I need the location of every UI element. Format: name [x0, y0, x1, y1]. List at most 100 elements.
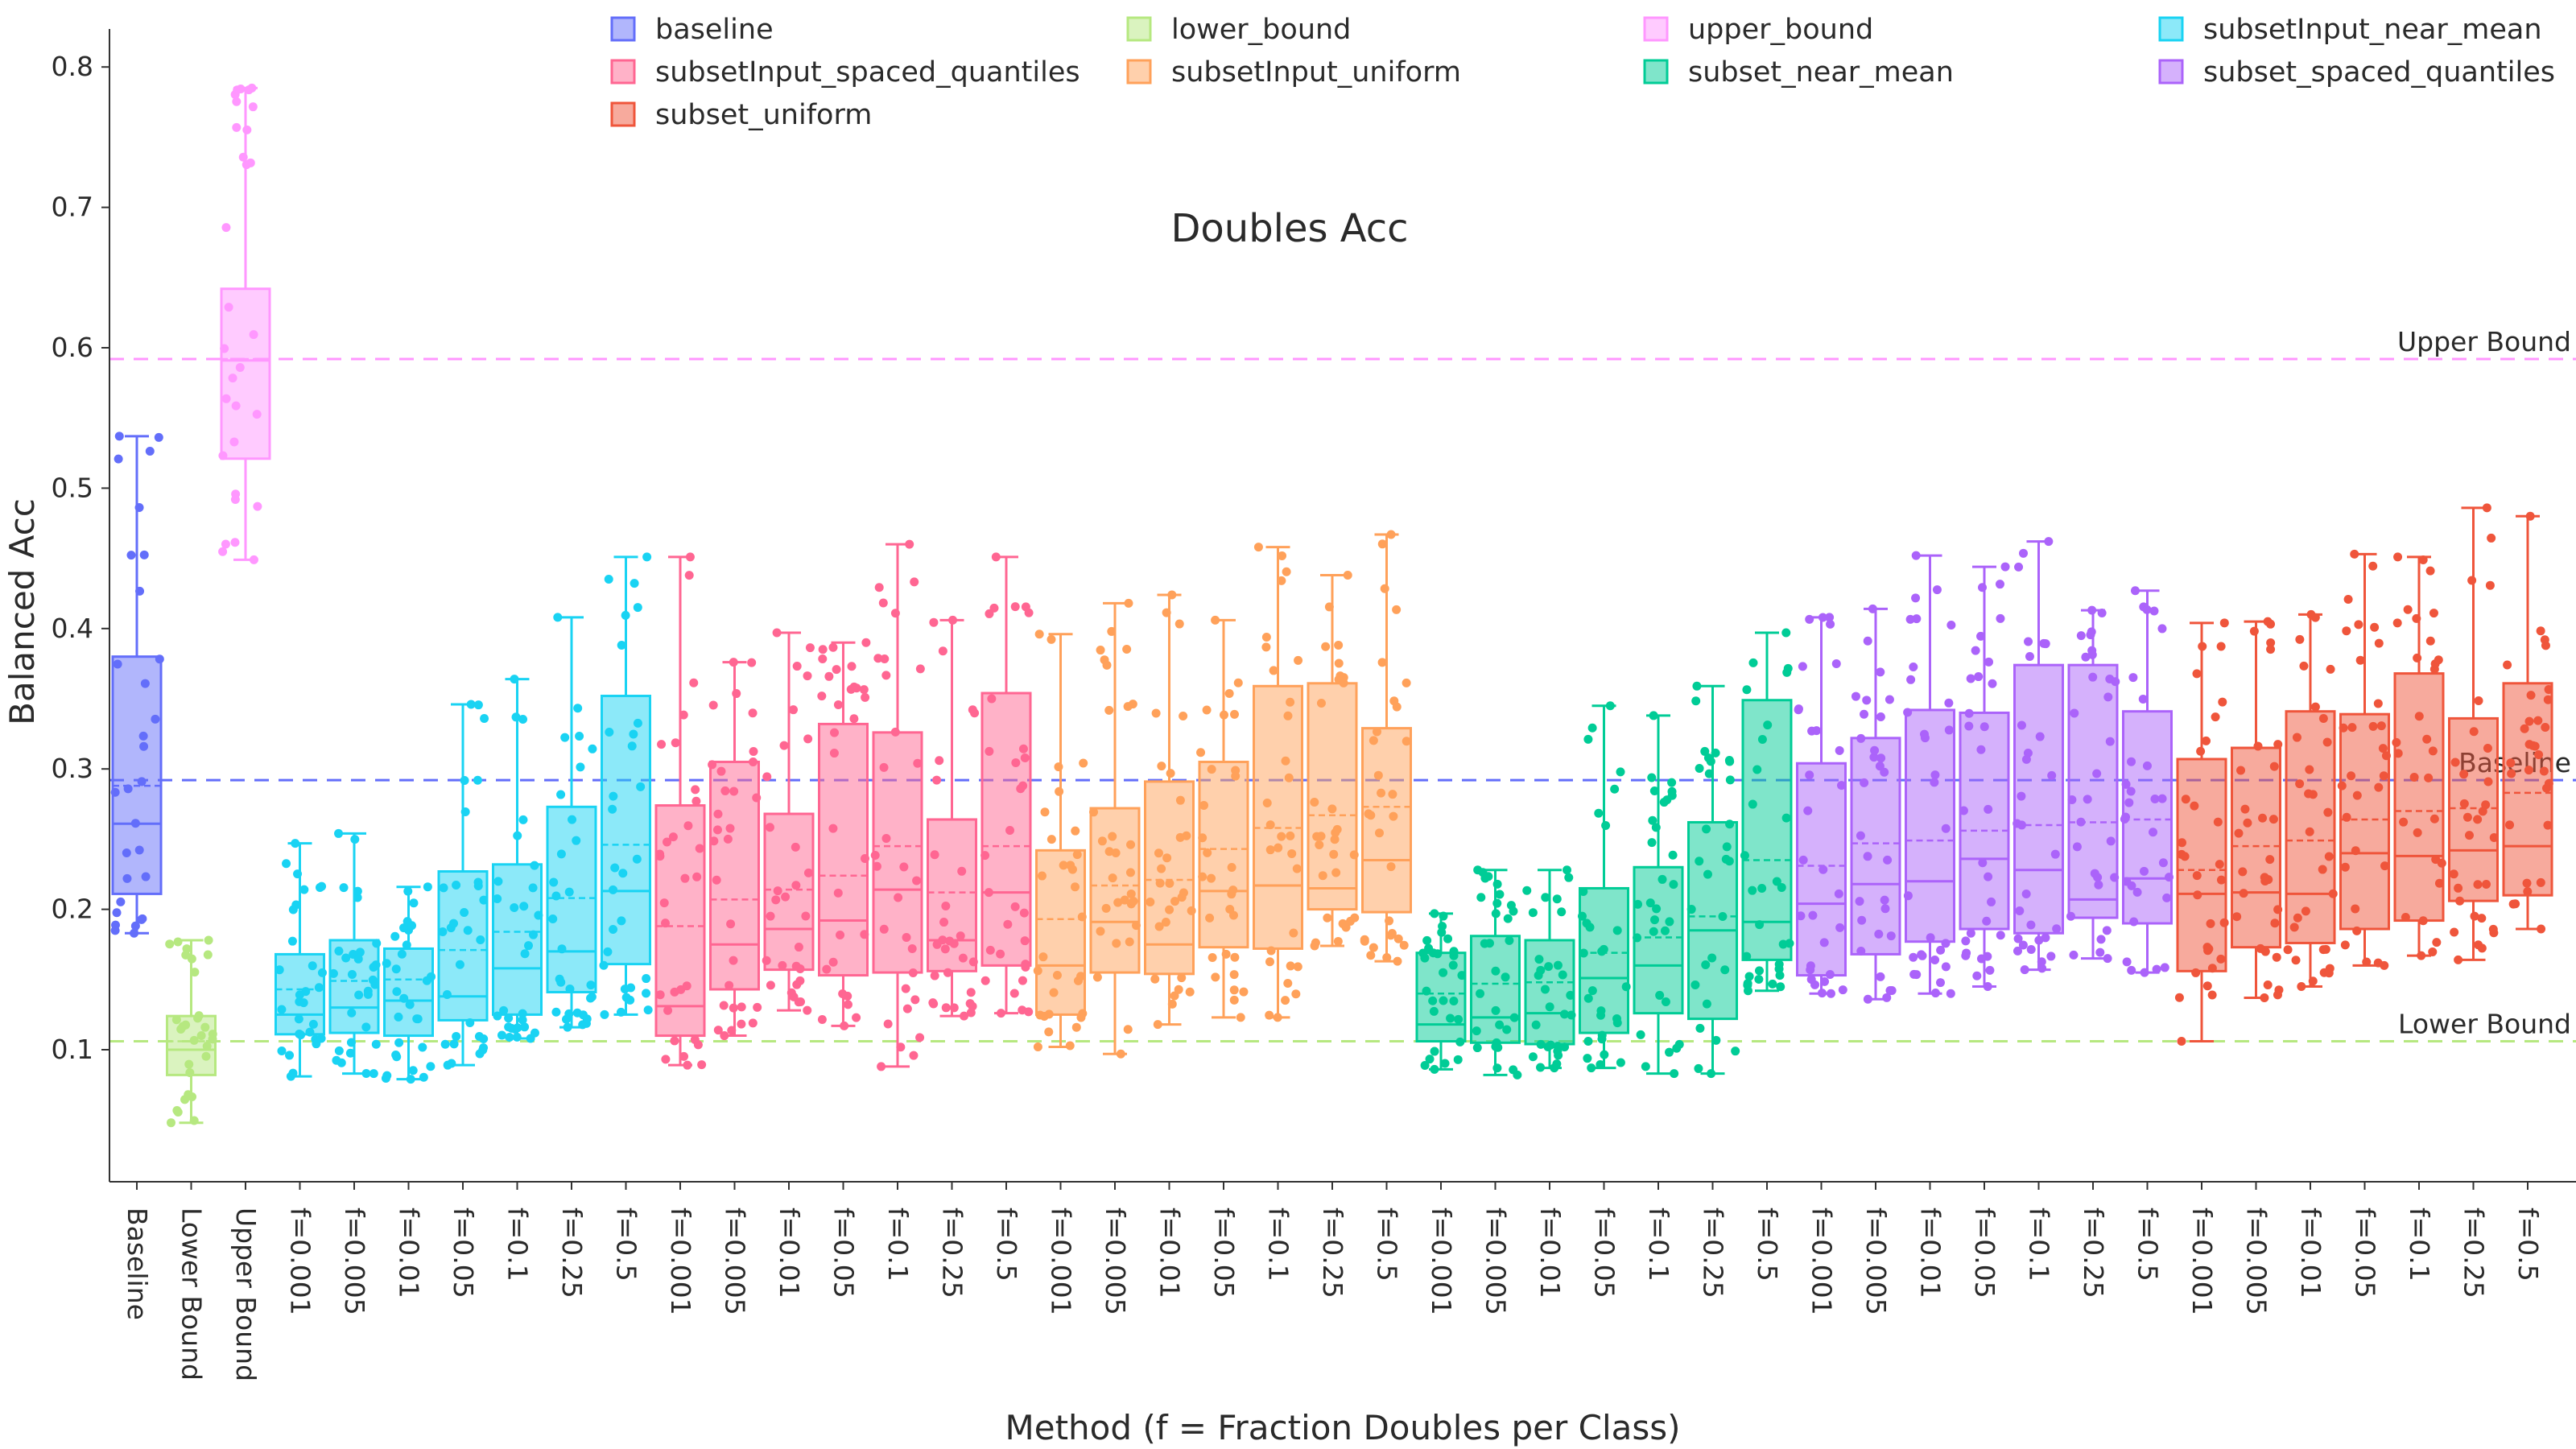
legend-item-subsetInput_spaced_quantiles[interactable]: subsetInput_spaced_quantiles [610, 56, 1080, 89]
legend[interactable]: baseline lower_bound upper_bound subsetInpu… [610, 14, 2555, 131]
axes [109, 29, 2576, 1183]
box-baseline[interactable] [110, 431, 164, 938]
box-point [682, 981, 691, 991]
box-point [1492, 1038, 1501, 1047]
box-subsetInput_uniform[interactable] [1144, 590, 1196, 1030]
legend-label: subsetInput_spaced_quantiles [655, 56, 1080, 89]
box-subsetInput_uniform[interactable] [1033, 630, 1088, 1052]
box-subsetInput_near_mean[interactable] [381, 882, 436, 1084]
box-point [505, 1033, 514, 1042]
box-subsetInput_uniform[interactable] [1253, 543, 1303, 1022]
box-subsetInput_spaced_quantiles[interactable] [927, 615, 980, 1021]
box-subsetInput_near_mean[interactable] [492, 675, 543, 1043]
box-subset_spaced_quantiles[interactable] [2066, 605, 2120, 964]
legend-item-upper_bound[interactable]: upper_bound [1643, 14, 1873, 46]
box-point [766, 980, 775, 990]
box-point [610, 863, 620, 873]
x-axis-title: Method (f = Fraction Doubles per Class) [1005, 1408, 1681, 1447]
box-subsetInput_near_mean[interactable] [599, 552, 653, 1019]
box-subset_uniform[interactable] [2231, 617, 2284, 1002]
box-point [1125, 868, 1135, 877]
box-subset_uniform[interactable] [2337, 549, 2391, 970]
box-subset_spaced_quantiles[interactable] [1959, 562, 2010, 992]
box-subset_spaced_quantiles[interactable] [1850, 604, 1901, 1004]
box-subset_uniform[interactable] [2392, 552, 2446, 960]
box-subset_uniform[interactable] [2283, 609, 2338, 992]
box-point [1199, 800, 1208, 810]
box-point [1101, 903, 1111, 913]
box-point [708, 760, 717, 770]
box-subset_near_mean[interactable] [1740, 628, 1794, 996]
box-subsetInput_near_mean[interactable] [328, 828, 382, 1079]
box-point [621, 610, 630, 620]
box-subset_spaced_quantiles[interactable] [1794, 613, 1847, 998]
box-point [1808, 910, 1818, 920]
box-point [803, 1005, 812, 1015]
box-point [475, 1049, 485, 1059]
legend-item-baseline[interactable]: baseline [610, 14, 774, 46]
box-point [1534, 971, 1543, 980]
box-point [455, 960, 464, 969]
box-point [1669, 880, 1678, 890]
box-upper_bound[interactable] [218, 83, 271, 564]
box-subset_spaced_quantiles[interactable] [2120, 586, 2174, 977]
box-subsetInput_uniform[interactable] [1089, 598, 1141, 1059]
box-point [1876, 712, 1885, 722]
box-point [308, 961, 317, 971]
box-subsetInput_spaced_quantiles[interactable] [980, 552, 1034, 1018]
box-lower_bound[interactable] [165, 935, 217, 1128]
box-subset_near_mean[interactable] [1522, 865, 1576, 1073]
box-subsetInput_spaced_quantiles[interactable] [817, 638, 871, 1030]
box-subset_uniform[interactable] [2174, 618, 2229, 1046]
box-point [557, 944, 567, 954]
box-point [1343, 571, 1352, 580]
box-point [1711, 1035, 1721, 1045]
box-subset_near_mean[interactable] [1686, 681, 1740, 1079]
box-subset_near_mean[interactable] [1633, 711, 1684, 1079]
box-point [1695, 857, 1704, 866]
box-subsetInput_near_mean[interactable] [437, 700, 489, 1070]
box-subset_spaced_quantiles[interactable] [1903, 551, 1956, 998]
box-point [1610, 784, 1620, 794]
box-subsetInput_uniform[interactable] [1307, 571, 1360, 951]
box-point [1262, 798, 1272, 807]
box-point [2037, 957, 2046, 967]
box-subsetInput_uniform[interactable] [1196, 615, 1249, 1022]
box-subsetInput_spaced_quantiles[interactable] [762, 628, 815, 1015]
box-subsetInput_spaced_quantiles[interactable] [870, 539, 925, 1071]
box-subset_uniform[interactable] [2502, 511, 2553, 934]
legend-item-subset_spaced_quantiles[interactable]: subset_spaced_quantiles [2158, 56, 2555, 89]
box-point [1265, 1010, 1274, 1020]
box-subsetInput_spaced_quantiles[interactable] [708, 658, 762, 1041]
box-point [354, 990, 364, 1000]
box-body [111, 655, 163, 895]
box-point [1345, 916, 1355, 926]
box-point [991, 552, 1001, 562]
box-subset_near_mean[interactable] [1415, 909, 1467, 1074]
legend-item-lower_bound[interactable]: lower_bound [1126, 14, 1351, 46]
box-point [1329, 849, 1339, 859]
box-point [499, 1005, 509, 1015]
box-point [438, 927, 448, 936]
box-subsetInput_spaced_quantiles[interactable] [654, 552, 707, 1070]
legend-item-subsetInput_near_mean[interactable]: subsetInput_near_mean [2158, 14, 2542, 46]
box-subset_uniform[interactable] [2448, 503, 2499, 964]
box-subset_near_mean[interactable] [1577, 701, 1631, 1073]
box-subsetInput_uniform[interactable] [1360, 530, 1412, 966]
box-point [1974, 672, 1984, 682]
box-point [1049, 988, 1059, 997]
box-point [1318, 871, 1327, 881]
box-point [2454, 955, 2463, 964]
box-subset_near_mean[interactable] [1470, 865, 1522, 1080]
box-subsetInput_near_mean[interactable] [275, 839, 327, 1081]
box-point [2017, 791, 2026, 801]
legend-item-subsetInput_uniform[interactable]: subsetInput_uniform [1126, 56, 1461, 89]
legend-item-subset_uniform[interactable]: subset_uniform [610, 99, 872, 131]
box-point [2295, 779, 2305, 789]
box-subset_spaced_quantiles[interactable] [2013, 537, 2064, 975]
legend-item-subset_near_mean[interactable]: subset_near_mean [1643, 56, 1954, 89]
box-point [399, 993, 409, 1003]
box-subsetInput_near_mean[interactable] [546, 613, 597, 1032]
box-point [2321, 944, 2330, 954]
box-point [2340, 862, 2350, 872]
